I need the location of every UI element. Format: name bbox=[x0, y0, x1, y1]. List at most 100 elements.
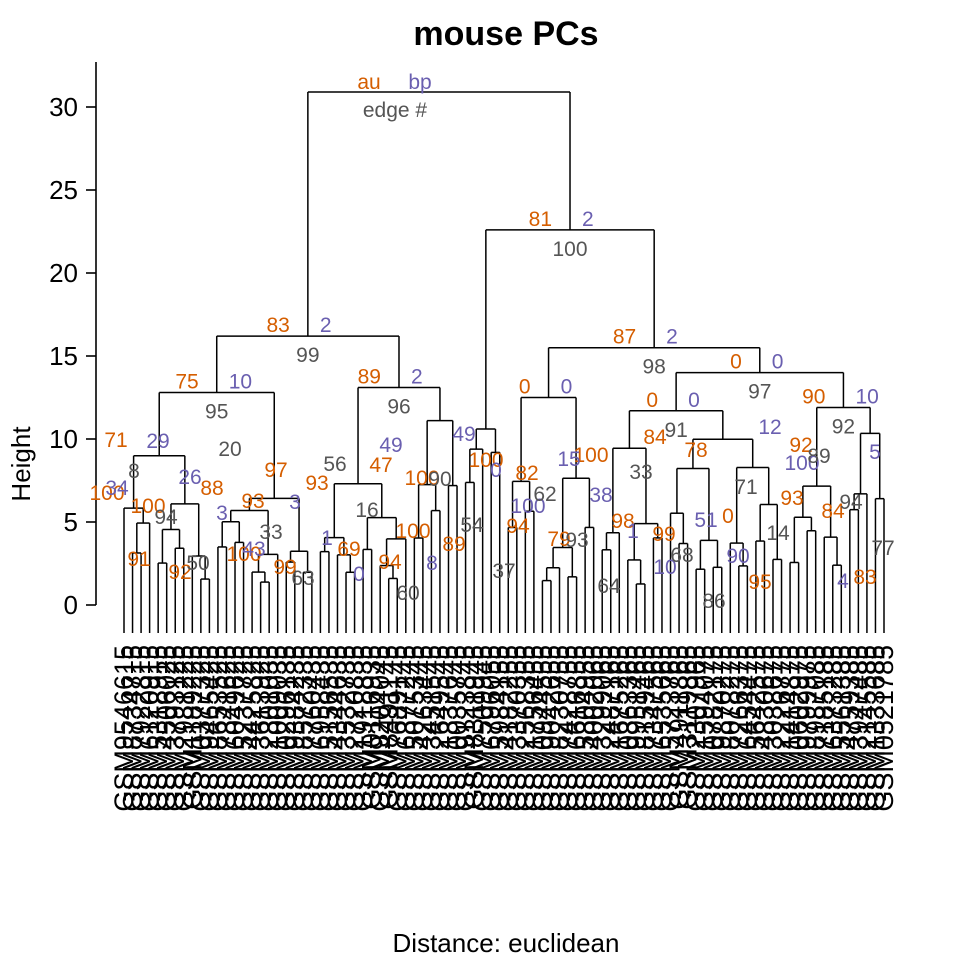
edge-label: 20 bbox=[218, 438, 241, 461]
legend-bp: bp bbox=[408, 71, 431, 94]
leaf-label: GSM5804955 bbox=[570, 645, 600, 812]
leaf-label: GSM7841625 bbox=[211, 645, 241, 812]
leaf-label: GSM9384235 bbox=[280, 645, 310, 812]
leaf-label: GSM0377325 bbox=[186, 645, 216, 812]
edge-label: 50 bbox=[186, 552, 209, 575]
leaf-label: GSM0602975 bbox=[784, 645, 814, 812]
edge-label: 98 bbox=[642, 356, 665, 379]
leaf-label: GSM4344635 bbox=[322, 645, 352, 812]
edge-label: 77 bbox=[871, 537, 894, 560]
leaf-label: GSM1594075 bbox=[690, 645, 720, 812]
leaf-label: GSM8987085 bbox=[801, 645, 831, 812]
leaf-label: GSM9546615 bbox=[109, 645, 139, 812]
y-axis-title: Height bbox=[6, 426, 36, 502]
y-tick-label: 10 bbox=[49, 424, 78, 454]
leaf-label: GSM2145585 bbox=[852, 645, 882, 812]
leaf-label: GSM4263445 bbox=[408, 645, 438, 812]
leaf-label: GSM8491145 bbox=[374, 645, 404, 810]
au-label: 93 bbox=[241, 490, 264, 513]
leaf-label: GSM5642575 bbox=[741, 645, 771, 812]
bp-label: 43 bbox=[242, 538, 265, 561]
bp-label: 29 bbox=[146, 430, 169, 453]
leaf-label: GSM8311945 bbox=[459, 645, 489, 810]
bp-label: 34 bbox=[105, 477, 129, 500]
au-label: 97 bbox=[264, 459, 287, 482]
au-label: 69 bbox=[337, 538, 360, 561]
edge-label: 62 bbox=[533, 483, 556, 506]
au-label: 78 bbox=[684, 439, 707, 462]
bp-label: 12 bbox=[758, 416, 781, 439]
edge-label: 64 bbox=[597, 575, 621, 598]
edge-label: 68 bbox=[670, 544, 693, 567]
legend-au: au bbox=[357, 71, 380, 94]
au-label: 100 bbox=[226, 543, 261, 566]
y-tick-label: 5 bbox=[64, 507, 78, 537]
leaf-label: GSM2487165 bbox=[596, 645, 626, 812]
leaf-label: GSM4002065 bbox=[579, 645, 609, 812]
au-label: 84 bbox=[821, 500, 845, 523]
edge-label: 95 bbox=[205, 401, 228, 424]
bp-label: 1 bbox=[627, 520, 639, 543]
leaf-label: GSM3947485 bbox=[843, 645, 873, 812]
edge-label: 71 bbox=[734, 476, 757, 499]
edge-label: 63 bbox=[291, 567, 314, 590]
au-label: 90 bbox=[802, 385, 825, 408]
leaf-label: GSM7428755 bbox=[553, 645, 583, 812]
bp-label: 8 bbox=[426, 552, 438, 575]
au-label: 98 bbox=[611, 510, 634, 533]
leaf-label: GSM0116935 bbox=[357, 645, 387, 810]
leaf-label: GSM8572335 bbox=[288, 645, 318, 812]
leaf-label: GSM6454475 bbox=[732, 645, 762, 812]
leaf-label: GSM3370355 bbox=[502, 645, 532, 812]
leaf-label: GSM2720835 bbox=[340, 645, 370, 812]
leaf-label: GSM7347565 bbox=[638, 645, 668, 812]
au-label: 93 bbox=[780, 487, 803, 510]
au-label: 87 bbox=[613, 326, 636, 349]
au-label: 88 bbox=[200, 477, 223, 500]
edge-label: 94 bbox=[839, 491, 863, 514]
au-label: 100 bbox=[468, 449, 503, 472]
au-label: 95 bbox=[748, 571, 771, 594]
bp-label: 2 bbox=[320, 314, 332, 337]
edge-label: 97 bbox=[748, 381, 771, 404]
bp-label: 26 bbox=[178, 466, 201, 489]
bp-label: 49 bbox=[379, 434, 402, 457]
leaf-label: GSM3793125 bbox=[160, 645, 190, 812]
leaf-label: GSM4911865 bbox=[664, 645, 694, 810]
leaf-label: GSM4506025 bbox=[152, 645, 182, 812]
leaf-label: GSM6373285 bbox=[818, 645, 848, 812]
au-label: 83 bbox=[267, 314, 290, 337]
leaf-label: GSM5984155 bbox=[485, 645, 515, 812]
y-tick-label: 30 bbox=[49, 92, 78, 122]
leaf-label: GSM9870275 bbox=[707, 645, 737, 812]
au-label: 0 bbox=[519, 376, 531, 399]
au-label: 75 bbox=[175, 371, 198, 394]
edge-label: 37 bbox=[492, 560, 515, 583]
au-label: 0 bbox=[722, 505, 734, 528]
bp-label: 10 bbox=[229, 371, 252, 394]
bp-label: 90 bbox=[726, 545, 749, 568]
leaf-label: GSM3613925 bbox=[246, 645, 276, 812]
chart-title: mouse PCs bbox=[413, 15, 598, 53]
edge-label: 100 bbox=[552, 238, 587, 261]
bp-label: 1 bbox=[321, 527, 333, 550]
edge-label: 56 bbox=[323, 453, 346, 476]
au-label: 99 bbox=[273, 556, 296, 579]
leaf-label: GSM1837645 bbox=[433, 645, 463, 812]
leaf-label: GSM8734715 bbox=[118, 645, 148, 812]
leaf-label: GSM2307965 bbox=[681, 645, 711, 812]
au-label: 0 bbox=[646, 389, 658, 412]
leaf-label: GSM8078275 bbox=[715, 645, 745, 812]
bp-label: 2 bbox=[582, 208, 594, 231]
bp-label: 10 bbox=[653, 556, 676, 579]
bp-label: 0 bbox=[561, 376, 573, 399]
leaf-label: GSM1009035 bbox=[263, 645, 293, 812]
au-label: 93 bbox=[305, 472, 328, 495]
leaf-label: GSM1918835 bbox=[348, 645, 378, 812]
leaf-label: GSM6877245 bbox=[391, 645, 421, 812]
bp-label: 0 bbox=[688, 389, 700, 412]
edge-label: 93 bbox=[565, 529, 588, 552]
au-label: 89 bbox=[442, 533, 465, 556]
